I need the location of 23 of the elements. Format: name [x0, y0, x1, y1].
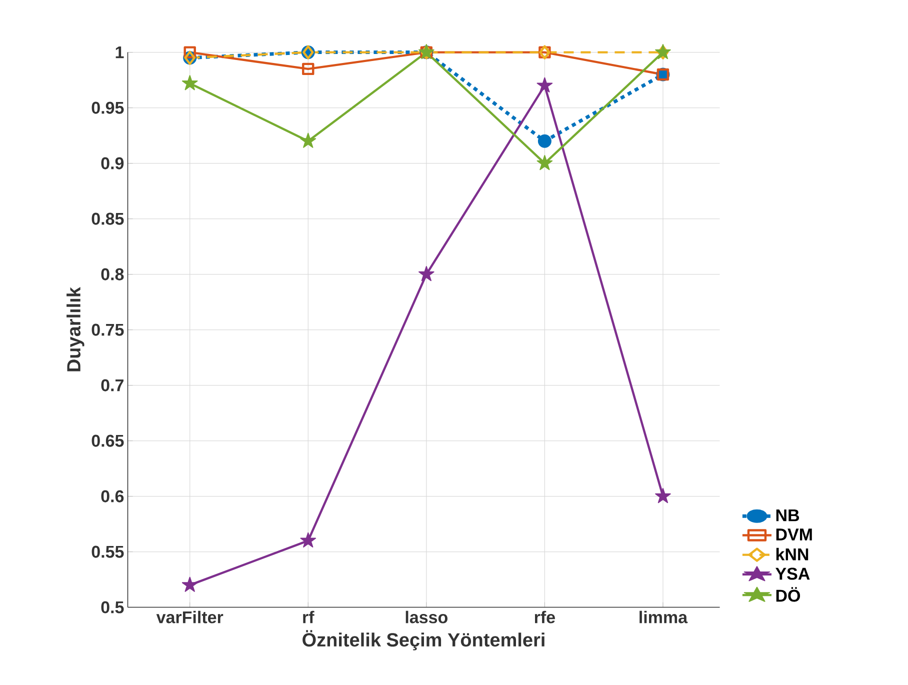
- y-tick-label: 0.7: [101, 379, 124, 392]
- x-tick-label: limma: [640, 610, 688, 624]
- x-tick-label: rfe: [534, 610, 555, 624]
- y-tick-label: 0.9: [101, 157, 124, 170]
- legend-label: kNN: [776, 548, 808, 560]
- y-tick-label: 0.75: [92, 324, 124, 336]
- y-tick-label: 0.8: [101, 268, 124, 280]
- y-axis-title: Duyarlılık: [66, 287, 84, 372]
- legend-label: DÖ: [776, 587, 800, 602]
- x-tick-label: lasso: [406, 610, 448, 624]
- y-tick-label: 1: [116, 46, 124, 58]
- y-tick-label: 0.6: [101, 490, 124, 502]
- y-tick-label: 0.85: [92, 212, 124, 225]
- y-tick-label: 0.95: [92, 102, 124, 114]
- y-tick-label: 0.5: [101, 601, 124, 614]
- x-tick-label: varFilter: [156, 610, 224, 624]
- y-tick-label: 0.65: [92, 434, 124, 447]
- legend-label: YSA: [776, 568, 810, 580]
- x-axis-title: Öznitelik Seçim Yöntemleri: [302, 630, 544, 650]
- legend-label: DVM: [776, 528, 812, 540]
- y-tick-label: 0.55: [92, 546, 124, 558]
- legend-label: NB: [776, 509, 800, 522]
- x-tick-label: rf: [303, 610, 314, 624]
